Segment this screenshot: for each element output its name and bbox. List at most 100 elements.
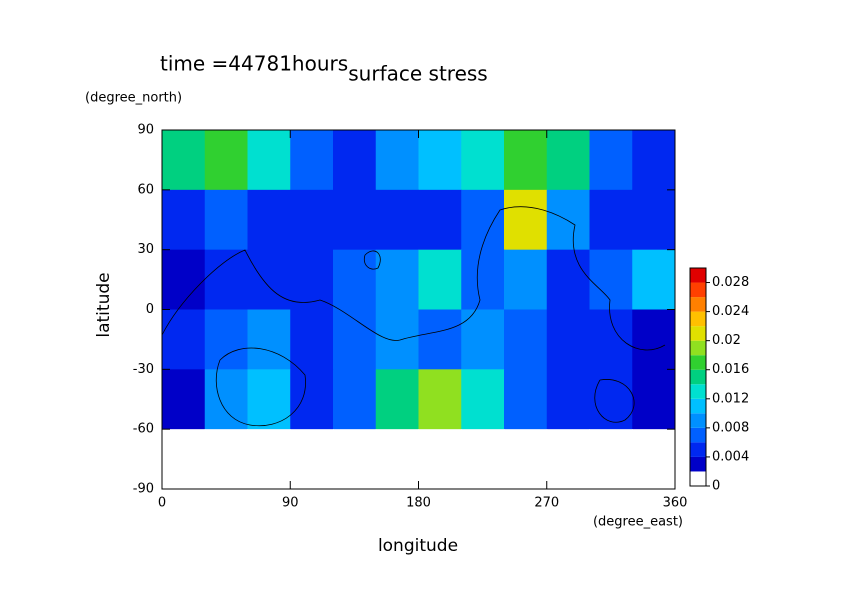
cell: [375, 189, 419, 251]
y-tick-label: -30: [133, 362, 154, 377]
y-tick-label: -60: [133, 422, 154, 437]
colorbar-tick-label: 0.008: [712, 420, 749, 435]
cell: [333, 189, 377, 251]
cell: [333, 369, 377, 430]
cell: [375, 130, 419, 191]
cell: [461, 429, 505, 490]
y-axis-label: latitude: [94, 272, 114, 337]
cell: [546, 369, 590, 430]
cell: [589, 309, 633, 370]
cell: [589, 369, 633, 430]
cell: [632, 189, 676, 251]
colorbar-band: [690, 456, 706, 472]
colorbar-tick-label: 0.024: [712, 304, 749, 319]
colorbar-band: [690, 282, 706, 298]
cell: [247, 309, 291, 370]
cell: [162, 189, 206, 251]
cell: [290, 309, 334, 370]
colorbar-tick-label: 0.016: [712, 362, 749, 377]
x-tick-label: 0: [158, 496, 166, 511]
cell: [333, 309, 377, 370]
cell: [418, 130, 462, 191]
cell: [504, 130, 548, 191]
x-axis-label: longitude: [378, 536, 458, 556]
cell: [290, 249, 334, 310]
x-tick-label: 180: [406, 496, 431, 511]
cell: [589, 429, 633, 490]
y-tick-label: 60: [137, 182, 154, 197]
cell: [418, 429, 462, 490]
cell: [461, 249, 505, 310]
colorbar-band: [690, 384, 706, 399]
x-tick-label: 90: [282, 496, 299, 511]
cell: [504, 369, 548, 430]
colorbar-band: [690, 311, 706, 327]
cell: [162, 429, 206, 490]
cell: [375, 249, 419, 310]
cell: [504, 309, 548, 370]
cell: [375, 369, 419, 430]
x-unit: (degree_east): [593, 515, 683, 530]
cell: [204, 249, 248, 310]
colorbar-tick-label: 0.012: [712, 391, 749, 406]
cell: [589, 249, 633, 310]
cell: [247, 369, 291, 430]
colorbar-tick-label: 0: [712, 479, 720, 494]
colorbar-band: [690, 268, 706, 283]
cell: [461, 369, 505, 430]
cell: [546, 309, 590, 370]
y-tick-label: -90: [133, 482, 154, 497]
cell: [247, 249, 291, 310]
cell: [504, 249, 548, 310]
colorbar-band: [690, 413, 706, 428]
cell: [632, 429, 676, 490]
subtitle: time =44781hours: [160, 52, 348, 76]
cell: [290, 429, 334, 490]
colorbar-tick-label: 0.028: [712, 275, 749, 290]
colorbar-band: [690, 471, 706, 486]
cell: [290, 369, 334, 430]
cell: [546, 429, 590, 490]
cell: [247, 189, 291, 251]
coastline: [161, 206, 666, 427]
y-unit: (degree_north): [85, 91, 182, 106]
colorbar-band: [690, 427, 706, 443]
cell: [247, 429, 291, 490]
cell: [162, 130, 206, 191]
cell: [632, 130, 676, 191]
cell: [204, 130, 248, 191]
colorbar-frame: [689, 267, 707, 487]
cell: [418, 369, 462, 430]
cell: [461, 309, 505, 370]
colorbar-band: [690, 442, 706, 457]
cell: [333, 130, 377, 191]
chart-title: surface stress: [348, 62, 487, 86]
y-tick-label: 90: [137, 123, 154, 138]
cell: [375, 309, 419, 370]
x-tick-label: 270: [534, 496, 559, 511]
colorbar-band: [690, 297, 706, 312]
cell: [162, 249, 206, 310]
axes: 0 90 180 270 360 -90 -60 -30 0 30 60 90 0 0.004 0.008 0…: [133, 123, 749, 511]
colorbar-tick-label: 0.004: [712, 449, 749, 464]
colorbar-tick-label: 0.02: [712, 333, 741, 348]
colorbar-band: [690, 355, 706, 370]
cell: [418, 189, 462, 251]
cell: [632, 369, 676, 430]
cell: [418, 309, 462, 370]
colorbar-band: [690, 369, 706, 385]
colorbar-band: [690, 398, 706, 414]
cell: [461, 189, 505, 251]
cell: [375, 429, 419, 490]
cell: [546, 130, 590, 191]
cell: [162, 369, 206, 430]
cell: [204, 309, 248, 370]
cell: [290, 189, 334, 251]
cell: [546, 189, 590, 251]
cell: [504, 189, 548, 251]
cell: [632, 249, 676, 310]
field: [162, 130, 676, 490]
y-tick-label: 0: [146, 302, 154, 317]
cell: [418, 249, 462, 310]
